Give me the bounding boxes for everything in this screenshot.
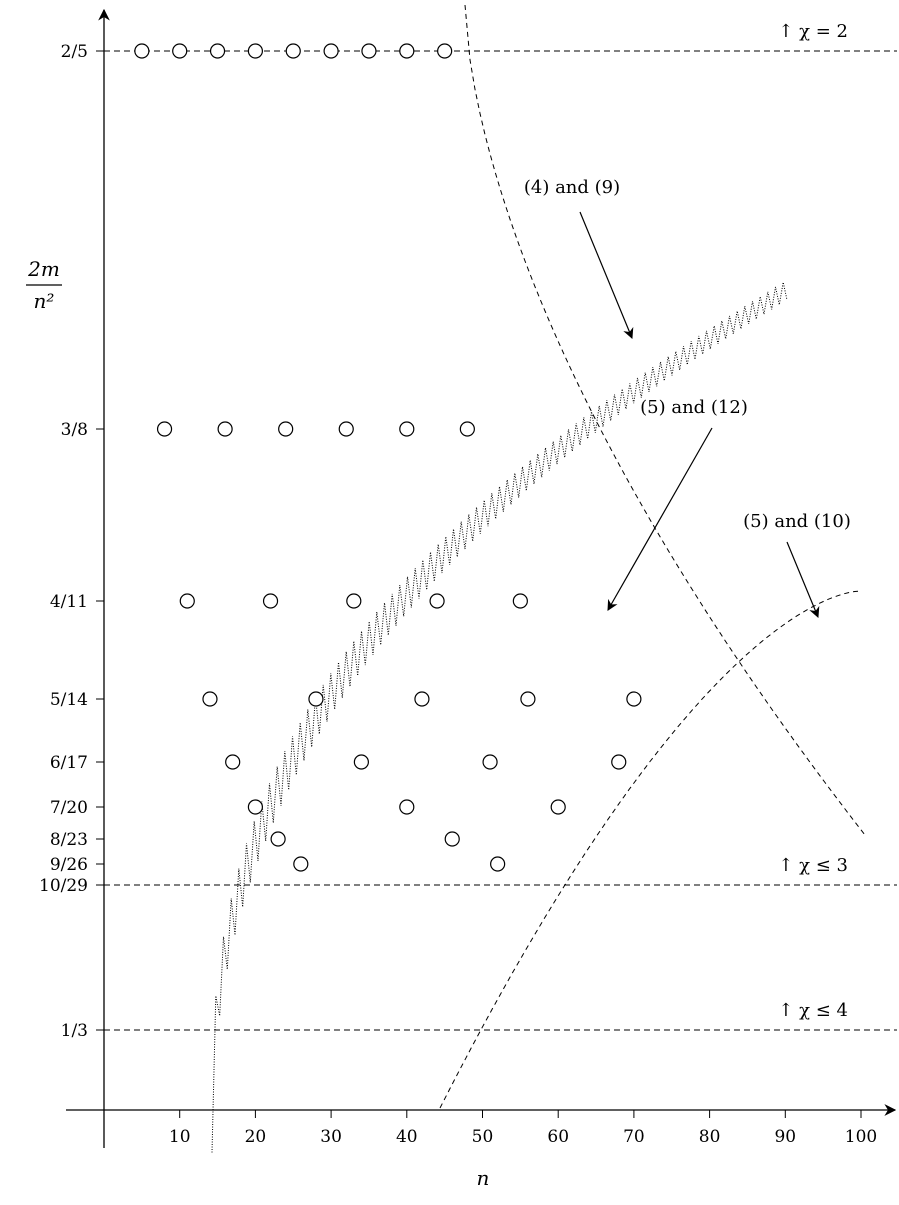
x-tick-label: 60 [547,1127,569,1147]
y-tick-label: 6/17 [50,753,88,773]
data-point [399,421,415,437]
data-point [550,799,566,815]
data-point [217,421,233,437]
data-point [179,593,195,609]
data-point [482,754,498,770]
annotation-arrow [607,427,713,611]
data-point [209,43,226,59]
threshold-lines [104,50,897,1031]
data-point [361,43,377,59]
data-point [293,856,309,872]
data-point [490,856,506,872]
y-axis-title-denominator: n² [34,289,55,313]
x-tick-label: 30 [320,1127,342,1147]
data-point [262,593,279,609]
y-tick-label: 2/5 [61,42,88,62]
data-point [270,831,286,847]
y-axis-title: 2m n² [26,257,62,313]
x-tick-label: 80 [699,1127,721,1147]
data-point [399,799,415,815]
y-tick-label: 10/29 [39,876,88,896]
tick-marks [96,50,862,1118]
y-tick-label: 5/14 [50,690,88,710]
x-tick-label: 40 [396,1127,418,1147]
chart-labels: ↑ χ = 2 ↑ χ ≤ 3 ↑ χ ≤ 4 10 20 30 40 50 60 70 80 90 1… [26,21,877,1190]
data-point [323,43,339,59]
y-tick-label: 7/20 [50,798,88,818]
curve-5-and-12 [464,4,866,836]
y-tick-label: 3/8 [61,420,88,440]
curve-annotation: (5) and (10) [743,511,851,532]
data-point [520,691,536,707]
x-tick-label: 70 [623,1127,645,1147]
y-tick-label: 4/11 [50,592,88,612]
curve-annotation: (4) and (9) [524,177,620,198]
y-axis-title-numerator: 2m [27,257,60,281]
data-point [353,754,369,770]
data-point [626,691,642,707]
data-point [308,691,324,707]
data-point [512,593,528,609]
data-point [247,799,263,815]
x-tick-label: 20 [245,1127,267,1147]
data-point [459,421,475,437]
data-point [399,43,415,59]
axes [66,8,897,1148]
x-axis-title: n [477,1166,490,1190]
data-point [156,421,173,437]
data-point [444,831,460,847]
data-point [278,421,294,437]
threshold-label: ↑ χ ≤ 4 [778,1000,848,1021]
curve-5-and-10 [439,590,861,1109]
data-point [429,593,445,609]
bound-curves [211,4,866,1153]
x-tick-label: 50 [472,1127,494,1147]
annotation-arrow [786,541,820,618]
x-tick-label: 90 [774,1127,796,1147]
threshold-label: ↑ χ ≤ 3 [778,855,848,876]
curve-4-and-9 [211,282,788,1153]
data-point [338,421,354,437]
data-point [202,691,218,707]
annotation-arrow [579,211,634,339]
x-tick-label: 100 [845,1127,877,1147]
data-point [437,43,453,59]
data-point [134,43,150,59]
y-tick-label: 8/23 [50,830,88,850]
curve-annotation: (5) and (12) [640,397,748,418]
x-tick-label: 10 [169,1127,191,1147]
data-point [247,43,263,59]
data-point [225,754,241,770]
data-point [414,691,430,707]
data-point [285,43,301,59]
data-point [611,754,627,770]
y-tick-label: 1/3 [61,1021,88,1041]
data-points [134,43,642,872]
data-point [346,593,362,609]
y-tick-label: 9/26 [50,855,88,875]
data-point [172,43,188,59]
threshold-label: ↑ χ = 2 [778,21,848,42]
